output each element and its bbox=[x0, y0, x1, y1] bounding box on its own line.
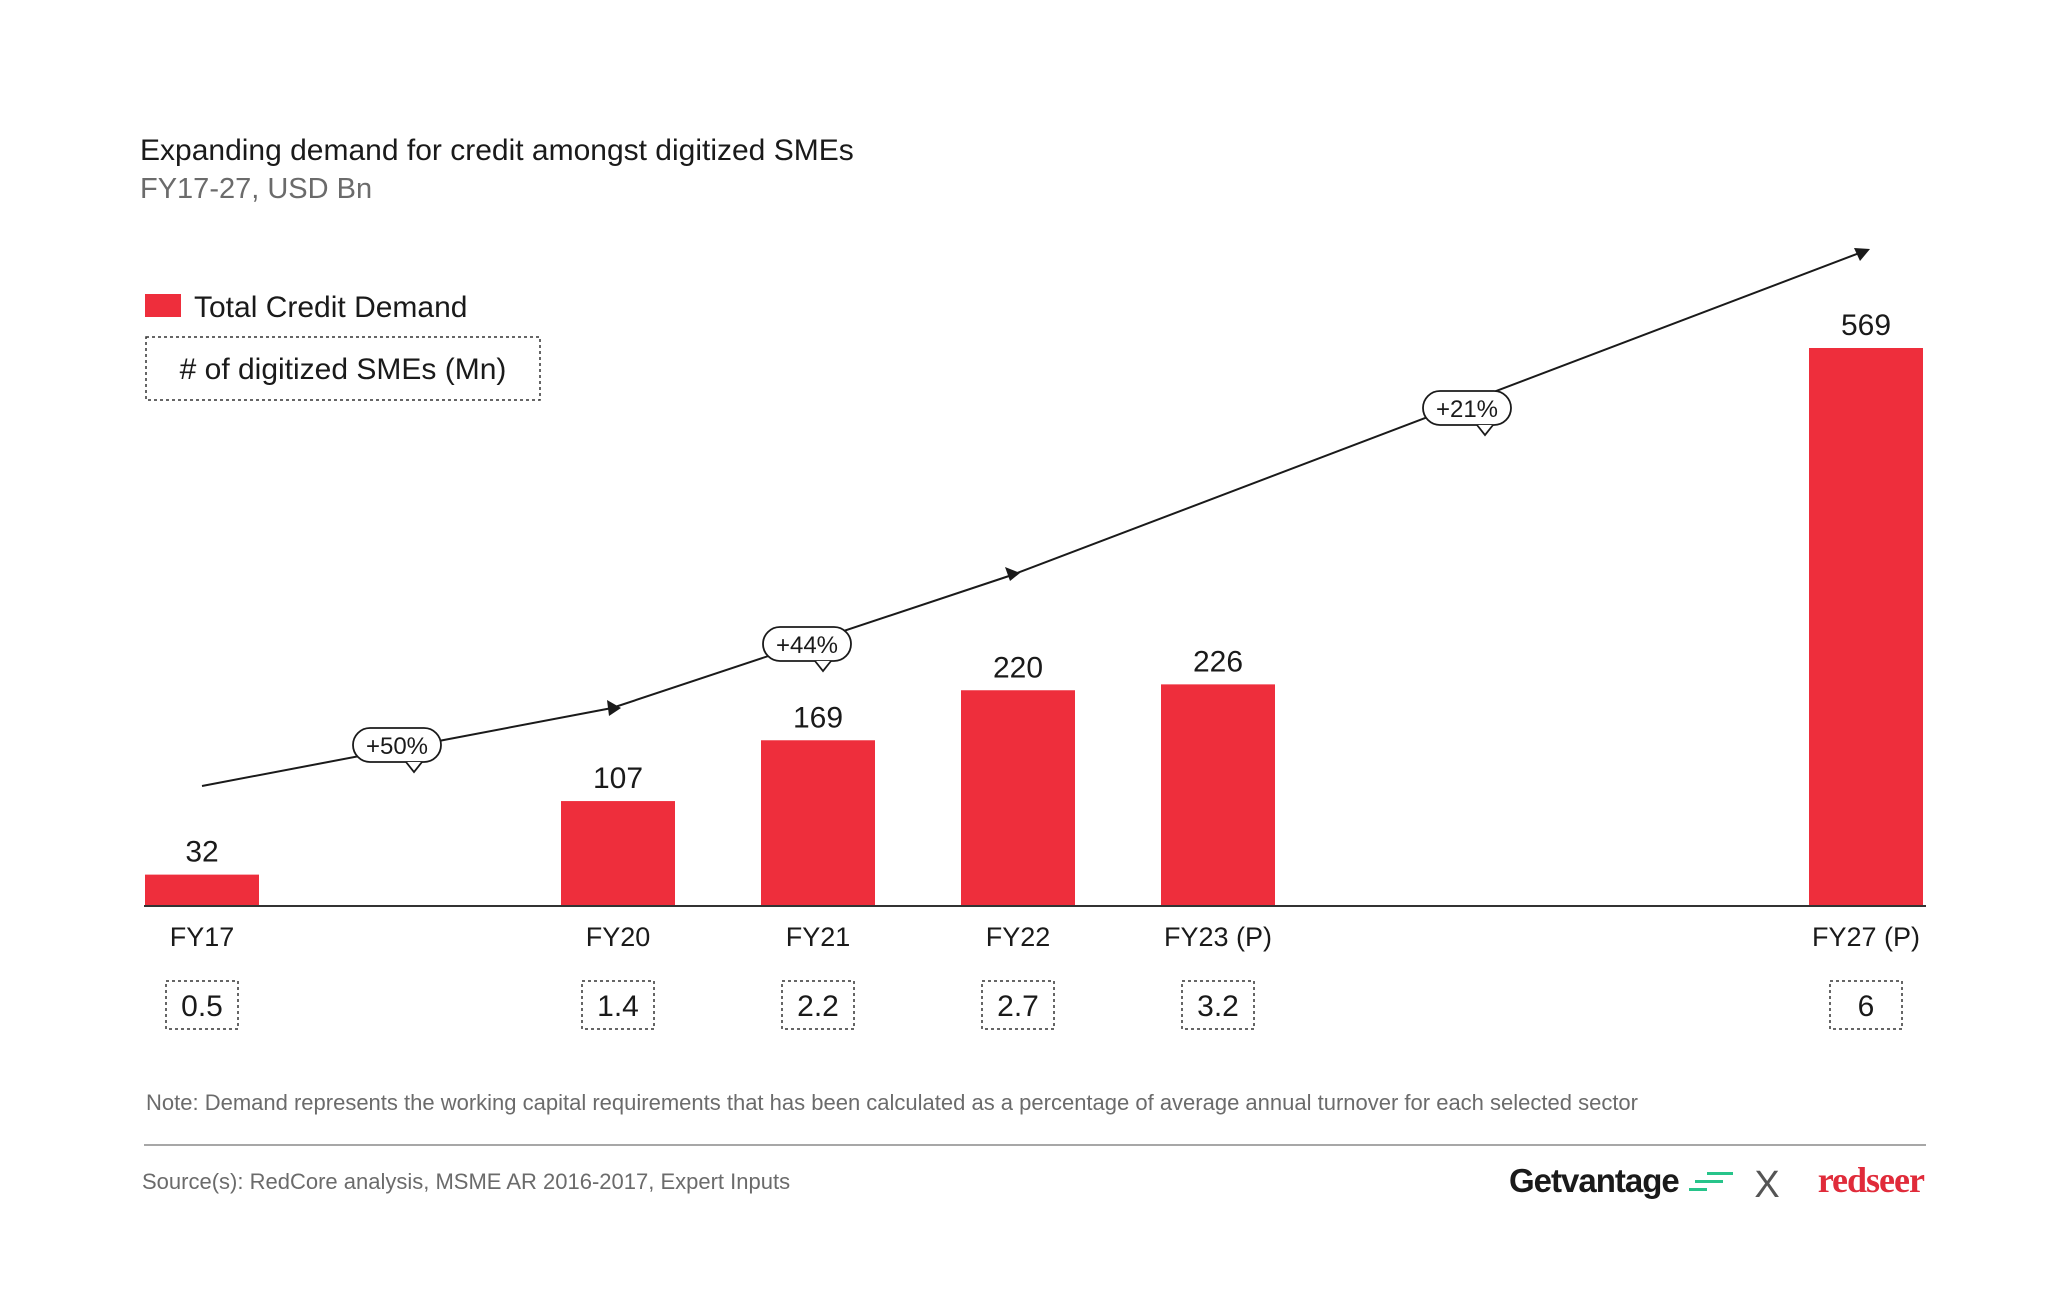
sme-box-fy20 bbox=[581, 980, 655, 1030]
value-label-fy21: 169 bbox=[793, 701, 843, 734]
redseer-logo: redseer bbox=[1818, 1160, 1925, 1200]
growth-trend: +50% +44% +21% bbox=[201, 248, 1870, 787]
chart-title: Expanding demand for credit amongst digi… bbox=[140, 134, 854, 167]
legend-swatch-total-credit-demand bbox=[145, 294, 181, 317]
gv-accent-stroke bbox=[1695, 1180, 1723, 1183]
sme-box-fy23-p bbox=[1181, 980, 1255, 1030]
value-label-fy17: 32 bbox=[185, 836, 218, 869]
getvantage-logo: Getvantage bbox=[1509, 1162, 1679, 1199]
growth-label-3: +21% bbox=[1436, 396, 1498, 423]
sme-value-fy20: 1.4 bbox=[597, 990, 639, 1023]
growth-label-2: +44% bbox=[776, 632, 838, 659]
source-text: Source(s): RedCore analysis, MSME AR 201… bbox=[142, 1169, 790, 1194]
category-labels-group: FY17 FY20 FY21 FY22 FY23 (P) FY27 (P) bbox=[170, 922, 1920, 952]
trend-arrowhead-2 bbox=[1005, 567, 1020, 581]
value-label-fy27-p: 569 bbox=[1841, 309, 1891, 342]
growth-bubble-3: +21% bbox=[1422, 390, 1512, 437]
sme-value-fy17: 0.5 bbox=[181, 990, 223, 1023]
category-label-fy27-p: FY27 (P) bbox=[1812, 922, 1920, 952]
gv-accent-stroke bbox=[1689, 1188, 1707, 1191]
growth-bubble-frame bbox=[1422, 390, 1512, 426]
growth-bubble-frame bbox=[762, 626, 852, 662]
legend-label-digitized-smes: # of digitized SMEs (Mn) bbox=[180, 353, 507, 386]
sme-box-fy17 bbox=[165, 980, 239, 1030]
category-label-fy23-p: FY23 (P) bbox=[1164, 922, 1272, 952]
growth-bubble-tail bbox=[814, 660, 832, 673]
logo-separator: X bbox=[1754, 1164, 1779, 1206]
growth-bubble-tail bbox=[1476, 424, 1494, 437]
category-label-fy17: FY17 bbox=[170, 922, 235, 952]
footnote: Note: Demand represents the working capi… bbox=[146, 1090, 1638, 1115]
bar-fy20 bbox=[561, 801, 675, 906]
bar-fy17 bbox=[145, 874, 259, 906]
growth-label-1: +50% bbox=[366, 733, 428, 760]
bar-fy23-p bbox=[1161, 684, 1275, 906]
sme-value-fy27-p: 6 bbox=[1858, 990, 1875, 1023]
category-label-fy21: FY21 bbox=[786, 922, 851, 952]
sme-value-fy22: 2.7 bbox=[997, 990, 1039, 1023]
sme-box-fy22 bbox=[981, 980, 1055, 1030]
sme-box-fy27-p bbox=[1829, 980, 1903, 1030]
legend: Total Credit Demand # of digitized SMEs … bbox=[145, 291, 541, 401]
legend-box-digitized-smes bbox=[145, 336, 541, 401]
chart-subtitle: FY17-27, USD Bn bbox=[140, 173, 372, 205]
gv-accent-stroke bbox=[1707, 1172, 1733, 1175]
sme-value-fy23-p: 3.2 bbox=[1197, 990, 1239, 1023]
value-label-fy23-p: 226 bbox=[1193, 645, 1243, 678]
sme-value-fy21: 2.2 bbox=[797, 990, 839, 1023]
sme-box-fy21 bbox=[781, 980, 855, 1030]
value-label-fy22: 220 bbox=[993, 651, 1043, 684]
bar-fy22 bbox=[961, 690, 1075, 906]
bar-fy21 bbox=[761, 740, 875, 906]
getvantage-accent-icon bbox=[1689, 1172, 1733, 1191]
bars-group bbox=[145, 348, 1923, 906]
category-label-fy20: FY20 bbox=[586, 922, 651, 952]
logo-group: Getvantage X redseer bbox=[1509, 1160, 1926, 1206]
trend-arrowhead-3 bbox=[1854, 248, 1870, 261]
trend-arrowhead-1 bbox=[607, 700, 621, 716]
growth-bubble-tail bbox=[405, 761, 423, 774]
bar-fy27-p bbox=[1809, 348, 1923, 906]
growth-bubble-2: +44% bbox=[762, 626, 852, 673]
value-label-fy20: 107 bbox=[593, 762, 643, 795]
digitized-smes-row: 0.5 1.4 2.2 2.7 3.2 6 bbox=[165, 980, 1903, 1030]
category-label-fy22: FY22 bbox=[986, 922, 1051, 952]
growth-bubble-1: +50% bbox=[352, 727, 442, 774]
growth-bubble-frame bbox=[352, 727, 442, 763]
legend-label-total-credit-demand: Total Credit Demand bbox=[194, 291, 467, 324]
value-labels-group: 32 107 169 220 226 569 bbox=[185, 309, 1891, 869]
